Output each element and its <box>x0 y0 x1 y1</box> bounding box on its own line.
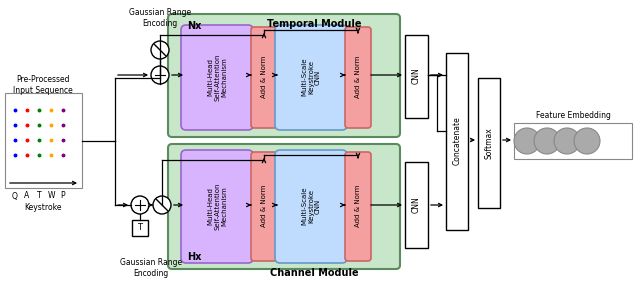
Bar <box>446 53 468 230</box>
Bar <box>405 35 428 118</box>
Text: P: P <box>61 192 65 200</box>
Text: Gaussian Range
Encoding: Gaussian Range Encoding <box>120 258 182 278</box>
Text: A: A <box>24 192 29 200</box>
Text: Add & Norm: Add & Norm <box>355 185 361 227</box>
Bar <box>5 93 82 188</box>
Text: Q: Q <box>12 192 18 200</box>
Circle shape <box>554 128 580 154</box>
FancyBboxPatch shape <box>181 150 253 263</box>
FancyBboxPatch shape <box>251 27 277 128</box>
Ellipse shape <box>151 41 169 59</box>
FancyBboxPatch shape <box>275 25 347 130</box>
Text: Add & Norm: Add & Norm <box>261 56 267 98</box>
Text: Pre-Processed
Input Sequence: Pre-Processed Input Sequence <box>13 75 73 95</box>
Text: Multi-Head
Self-Attention
Mechanism: Multi-Head Self-Attention Mechanism <box>207 53 227 101</box>
Text: Multi-Scale
Keystroke
CNN: Multi-Scale Keystroke CNN <box>301 187 321 225</box>
Text: Add & Norm: Add & Norm <box>355 56 361 98</box>
Text: Temporal Module: Temporal Module <box>267 19 361 29</box>
Text: CNN: CNN <box>412 197 420 213</box>
Text: Gaussian Range
Encoding: Gaussian Range Encoding <box>129 8 191 28</box>
Text: W: W <box>47 192 55 200</box>
Bar <box>478 78 500 208</box>
Circle shape <box>514 128 540 154</box>
Circle shape <box>131 196 149 214</box>
Text: Nx: Nx <box>187 21 202 31</box>
Text: Add & Norm: Add & Norm <box>261 185 267 227</box>
FancyBboxPatch shape <box>345 27 371 128</box>
Text: Feature Embedding: Feature Embedding <box>536 112 611 121</box>
Text: T: T <box>36 192 42 200</box>
Bar <box>132 220 148 236</box>
Bar <box>405 162 428 248</box>
Bar <box>514 123 632 159</box>
Circle shape <box>534 128 560 154</box>
FancyBboxPatch shape <box>275 150 347 263</box>
Text: Softmax: Softmax <box>484 127 493 159</box>
Text: Concatenate: Concatenate <box>452 117 461 165</box>
Text: Multi-Scale
Keystroke
CNN: Multi-Scale Keystroke CNN <box>301 58 321 96</box>
Circle shape <box>574 128 600 154</box>
Text: Channel Module: Channel Module <box>269 268 358 278</box>
FancyBboxPatch shape <box>181 25 253 130</box>
FancyBboxPatch shape <box>168 14 400 137</box>
Text: Hx: Hx <box>187 252 202 262</box>
Text: CNN: CNN <box>412 68 420 84</box>
FancyBboxPatch shape <box>168 144 400 269</box>
Circle shape <box>151 66 169 84</box>
Text: Keystroke: Keystroke <box>24 203 61 213</box>
FancyBboxPatch shape <box>251 152 277 261</box>
Ellipse shape <box>153 196 171 214</box>
Text: Multi-Head
Self-Attention
Mechanism: Multi-Head Self-Attention Mechanism <box>207 182 227 230</box>
Text: T: T <box>138 224 143 233</box>
FancyBboxPatch shape <box>345 152 371 261</box>
